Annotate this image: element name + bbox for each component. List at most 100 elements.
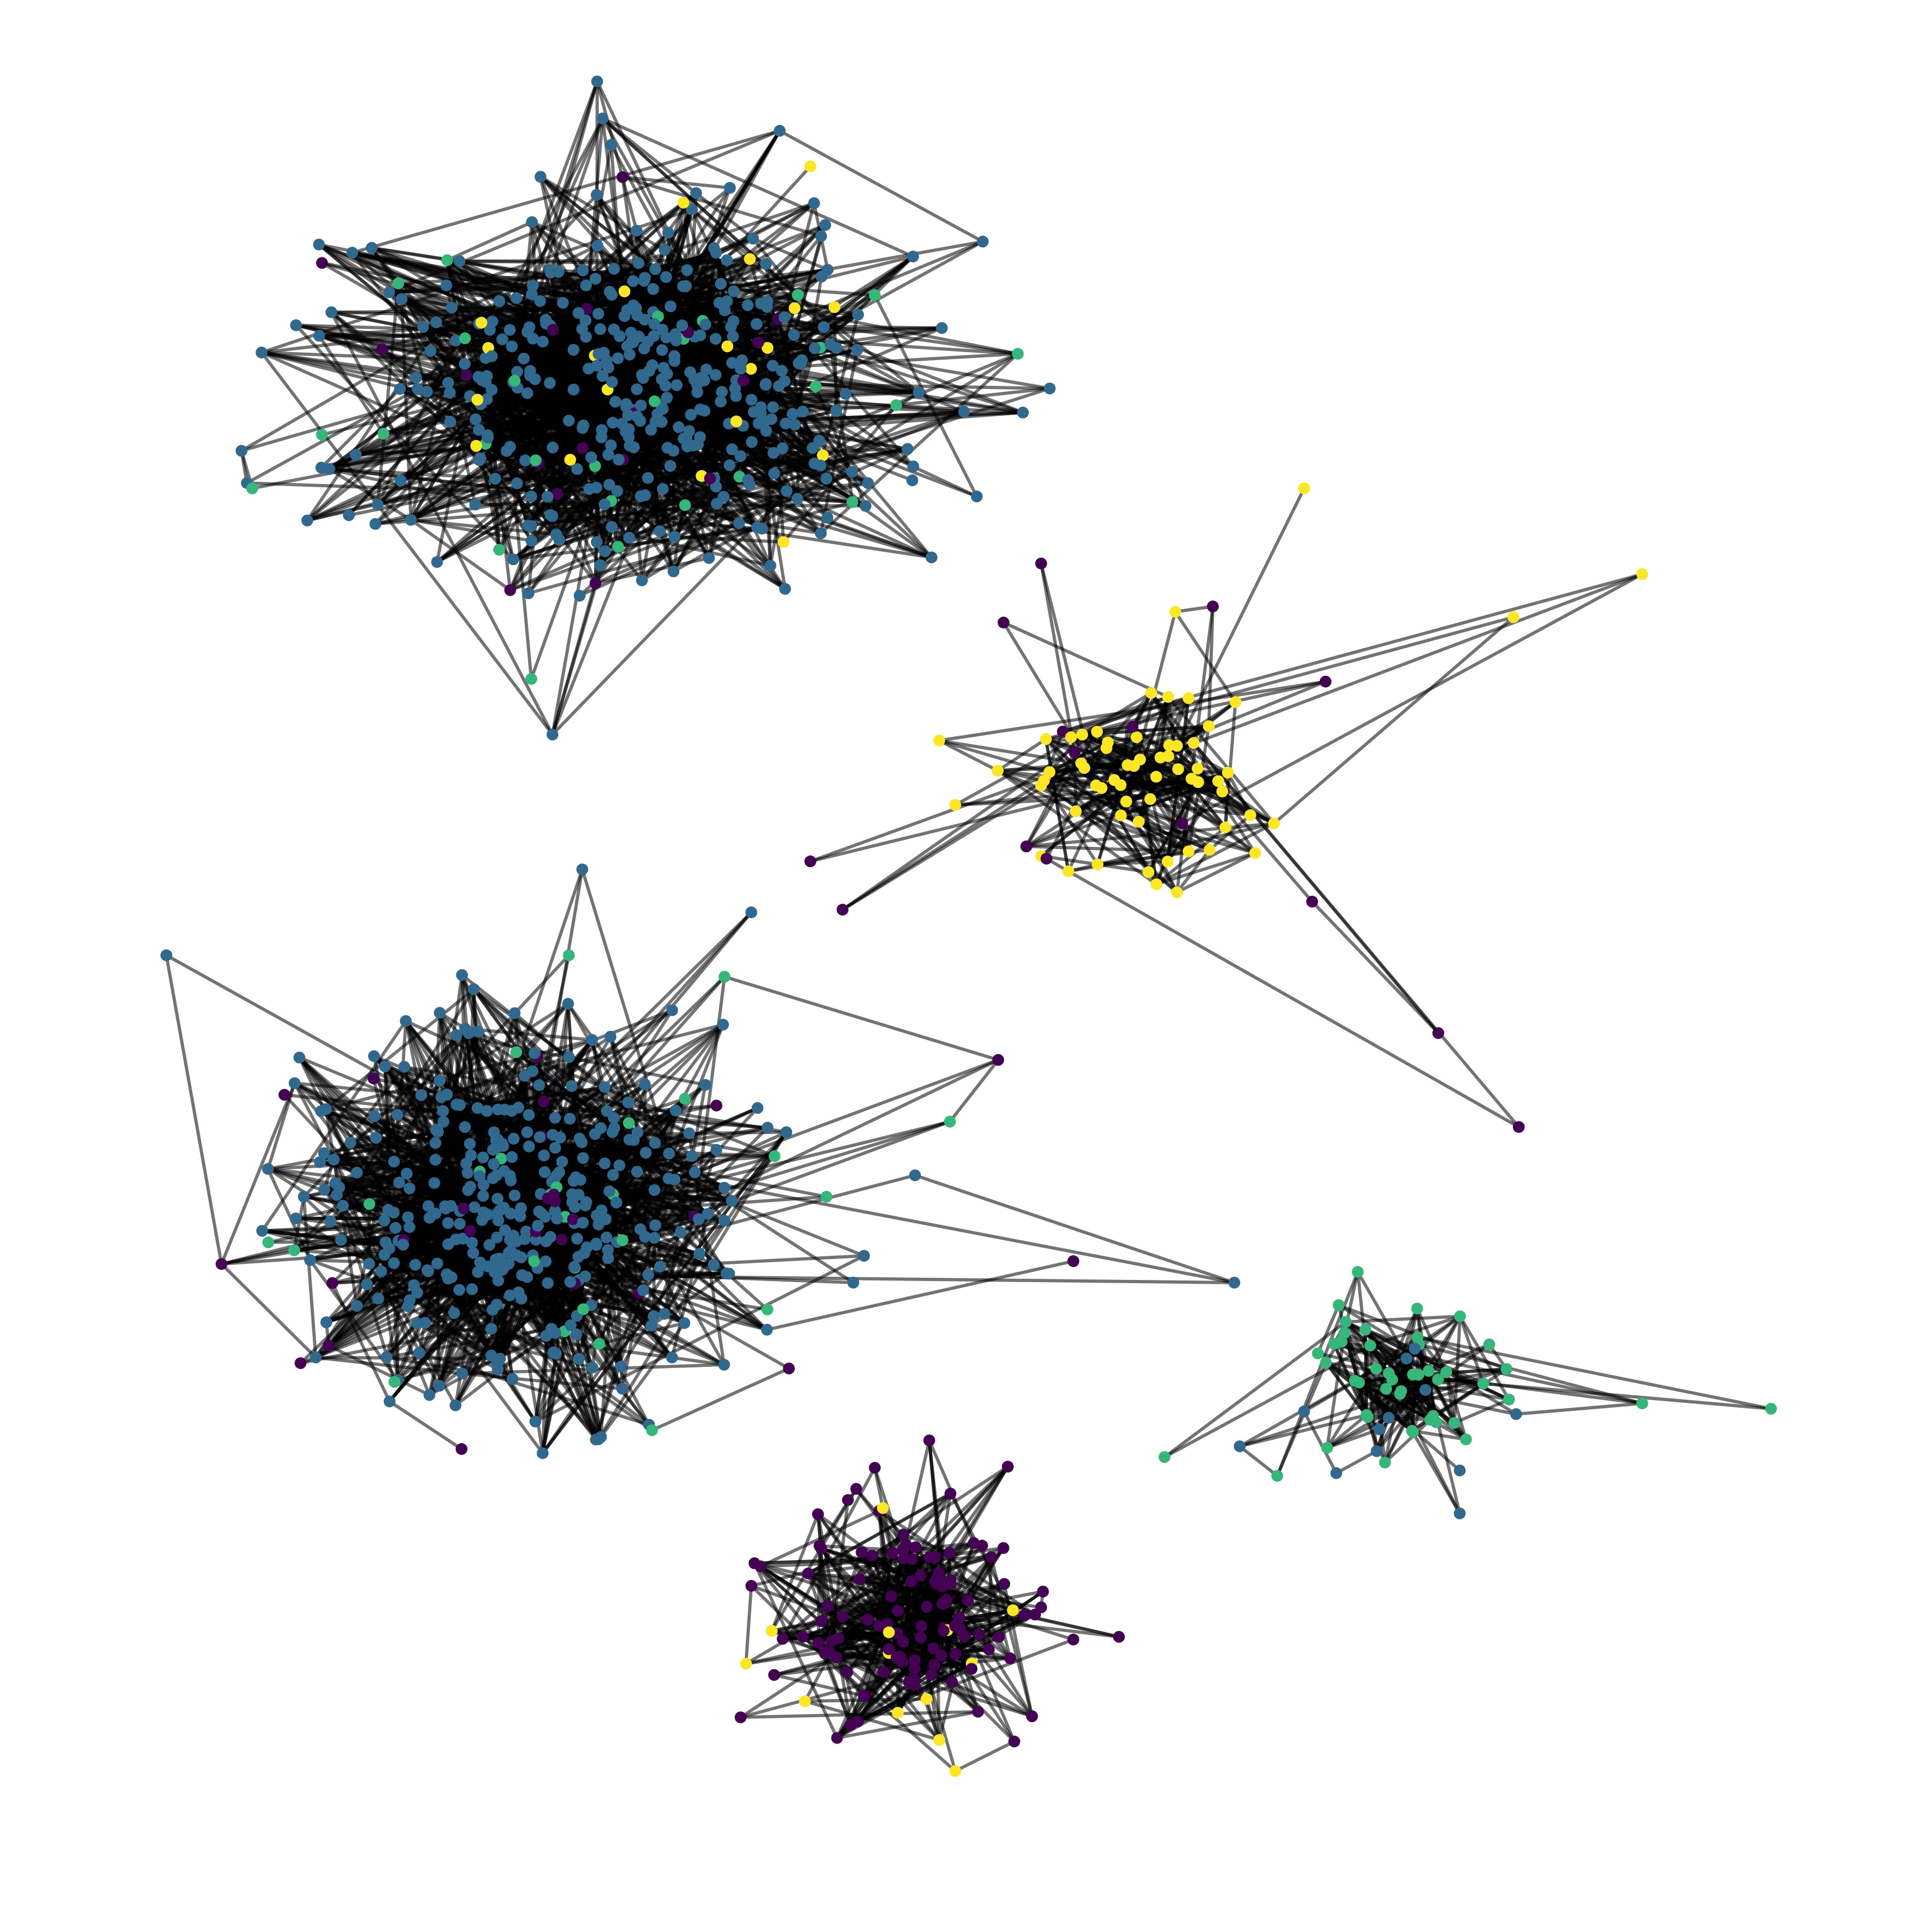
- bottom-left-cluster-node: [780, 1126, 793, 1138]
- bottom-left-cluster-node: [326, 1277, 339, 1289]
- top-left-cluster-node: [630, 302, 642, 314]
- bottom-left-cluster-node: [295, 1357, 306, 1369]
- bottom-left-cluster-node: [707, 1259, 720, 1271]
- bottom-left-cluster-node: [1067, 1255, 1079, 1267]
- middle-right-cluster-spoke-edge: [1070, 616, 1514, 739]
- top-left-cluster-spoke-edge: [579, 521, 740, 597]
- top-left-cluster-node: [730, 415, 743, 428]
- top-left-cluster-node: [577, 264, 589, 276]
- top-left-cluster-node: [594, 559, 606, 572]
- middle-right-cluster-node: [1040, 733, 1052, 745]
- bottom-left-cluster-node: [481, 1105, 493, 1117]
- bottom-left-cluster-node: [573, 1353, 585, 1365]
- top-left-cluster-node: [567, 383, 580, 396]
- bottom-right-cluster-node: [1271, 1470, 1283, 1482]
- middle-right-cluster-node: [933, 735, 945, 747]
- top-left-cluster-node: [869, 289, 881, 301]
- top-left-cluster-node: [726, 443, 738, 456]
- middle-right-cluster-spoke-edge: [955, 789, 1223, 807]
- top-left-cluster-node: [612, 540, 624, 553]
- bottom-left-cluster-node: [262, 1236, 274, 1248]
- top-left-cluster-node: [745, 393, 758, 406]
- top-left-cluster-node: [444, 415, 457, 428]
- top-left-cluster-node: [821, 511, 833, 524]
- middle-right-cluster-edge: [997, 769, 1189, 853]
- middle-right-cluster-node: [1062, 865, 1074, 877]
- bottom-middle-cluster-node: [1019, 1609, 1031, 1621]
- bottom-left-cluster-node: [363, 1198, 376, 1210]
- middle-right-cluster-node: [1192, 776, 1204, 788]
- bottom-left-cluster-spoke-edge: [493, 1130, 827, 1198]
- top-left-cluster-spoke-edge: [578, 477, 712, 597]
- middle-right-cluster-node: [1043, 766, 1056, 778]
- top-left-cluster-node: [349, 449, 362, 461]
- bottom-left-cluster-node: [564, 1113, 576, 1125]
- bottom-middle-cluster-node: [892, 1605, 904, 1617]
- bottom-left-cluster-node: [515, 1292, 528, 1305]
- bottom-right-cluster-spoke-edge: [1337, 1304, 1517, 1416]
- top-left-cluster-node: [546, 728, 559, 741]
- bottom-left-cluster-node: [499, 1103, 511, 1116]
- bottom-left-cluster-edge: [295, 1217, 455, 1315]
- top-left-cluster-node: [677, 196, 690, 209]
- top-left-cluster-edge: [480, 321, 821, 467]
- top-left-cluster-node: [751, 521, 763, 533]
- middle-right-cluster-node: [1162, 750, 1174, 763]
- top-left-cluster-node: [656, 344, 668, 356]
- bottom-left-cluster-node: [379, 1236, 392, 1248]
- bottom-left-cluster-node: [858, 1250, 870, 1262]
- top-left-cluster-node: [589, 273, 602, 285]
- bottom-left-cluster-node: [678, 1317, 691, 1329]
- top-left-cluster-node: [958, 406, 970, 418]
- top-left-cluster-node: [737, 375, 750, 387]
- top-left-cluster-node: [669, 328, 682, 340]
- top-left-cluster-node: [442, 377, 455, 389]
- bottom-left-cluster-node: [464, 1138, 476, 1150]
- bottom-left-cluster-node: [546, 1129, 559, 1141]
- middle-right-cluster-node: [1249, 847, 1261, 859]
- bottom-left-cluster-node: [579, 1199, 591, 1212]
- bottom-left-cluster-edge: [534, 1366, 594, 1423]
- bottom-left-cluster-node: [847, 1277, 859, 1289]
- top-left-cluster-node: [562, 414, 575, 427]
- top-left-cluster-edge: [509, 536, 630, 592]
- top-left-cluster-node: [605, 289, 618, 301]
- top-left-cluster-node: [1044, 382, 1056, 394]
- top-left-cluster-node: [679, 499, 691, 511]
- top-left-cluster-node: [290, 319, 302, 332]
- top-left-cluster-node: [603, 479, 616, 491]
- top-left-cluster-node: [486, 350, 498, 362]
- bottom-middle-cluster-spoke-edge: [954, 1740, 1015, 1773]
- bottom-left-cluster-node: [464, 1225, 477, 1237]
- top-left-cluster-node: [745, 436, 758, 448]
- bottom-left-cluster-node: [516, 1269, 528, 1281]
- top-left-cluster-node: [716, 386, 728, 398]
- top-left-cluster-node: [521, 387, 533, 399]
- middle-right-cluster-spoke-edge: [1045, 741, 1109, 860]
- bottom-left-cluster-node: [439, 1200, 451, 1212]
- bottom-left-cluster-spoke-edge: [674, 1178, 865, 1257]
- top-left-cluster-node: [721, 295, 733, 308]
- bottom-left-cluster-node: [555, 1233, 568, 1246]
- top-left-cluster-node: [685, 408, 697, 421]
- bottom-left-cluster-node: [745, 906, 757, 918]
- bottom-left-cluster-node: [506, 1151, 518, 1163]
- top-left-cluster-node: [583, 483, 596, 495]
- top-left-cluster-node: [598, 498, 611, 510]
- bottom-right-cluster-node: [1432, 1373, 1444, 1386]
- bottom-left-cluster-node: [488, 1158, 500, 1170]
- top-left-cluster-node: [631, 224, 643, 237]
- top-left-cluster-node: [517, 353, 530, 365]
- bottom-middle-cluster-node: [866, 1549, 879, 1562]
- top-left-cluster-node: [301, 514, 313, 526]
- top-left-cluster-node: [778, 375, 791, 387]
- top-left-cluster-node: [656, 483, 669, 495]
- bottom-left-cluster-node: [675, 1226, 687, 1239]
- bottom-left-cluster-node: [378, 1214, 391, 1227]
- top-left-cluster-node: [526, 280, 539, 292]
- top-left-cluster-spoke-edge: [252, 413, 628, 490]
- middle-right-cluster-node: [1507, 611, 1519, 623]
- bottom-right-cluster-node: [1483, 1338, 1495, 1350]
- bottom-left-cluster-node: [608, 1122, 620, 1135]
- bottom-right-cluster-node: [1765, 1403, 1777, 1415]
